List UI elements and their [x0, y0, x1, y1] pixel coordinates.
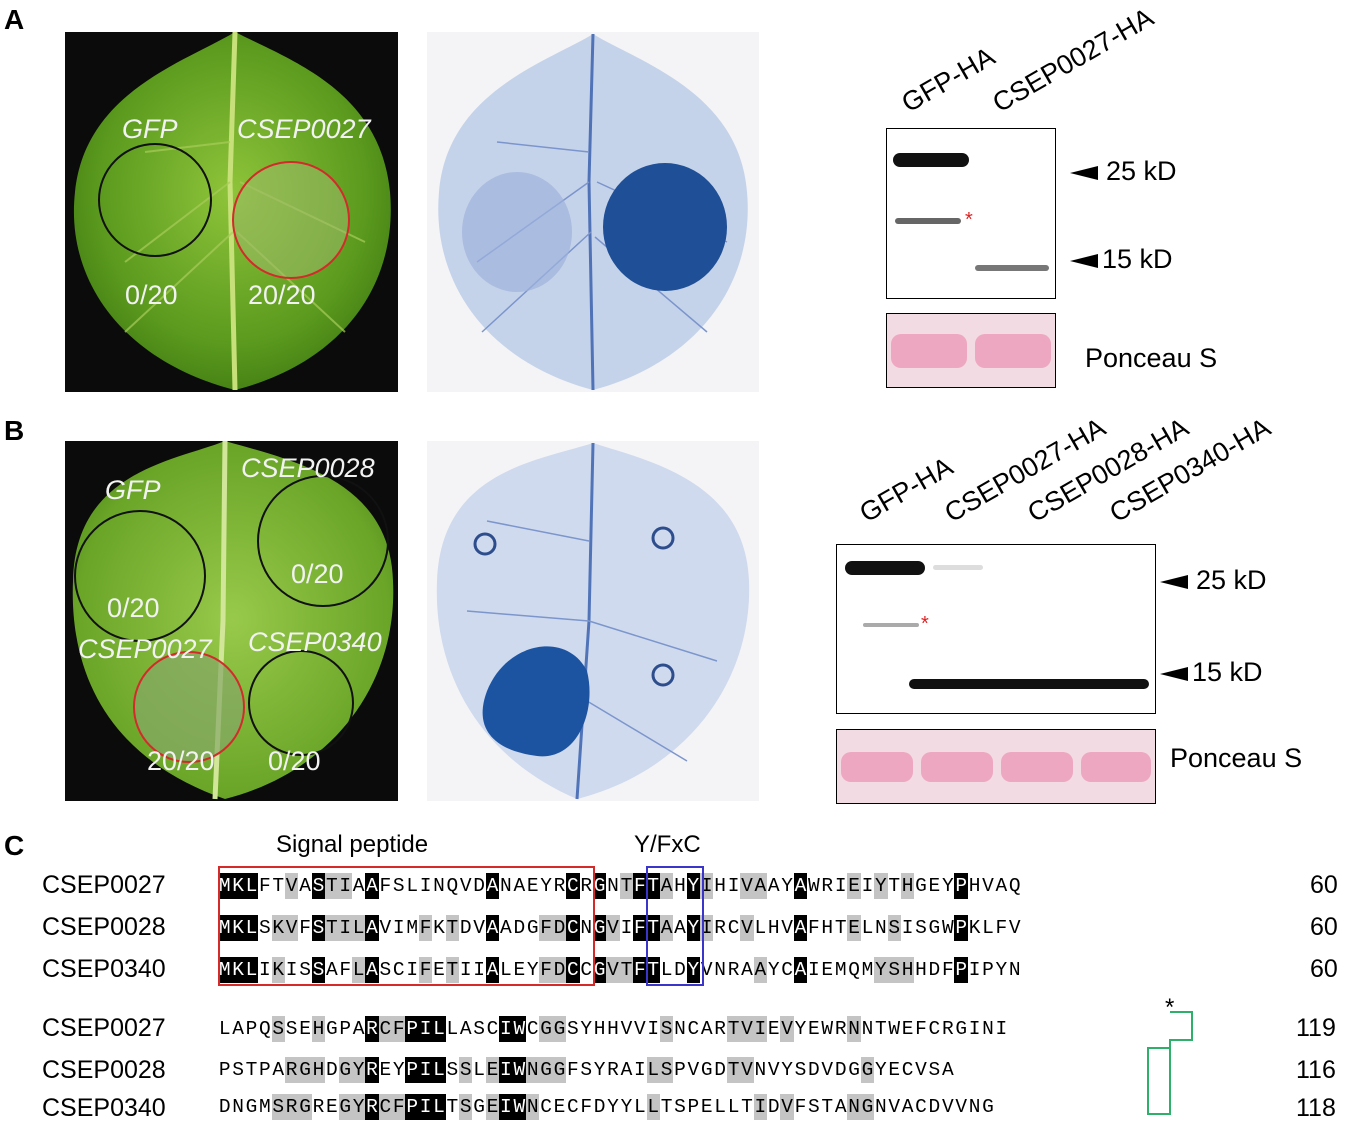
wb-a-marker-15: 15 kD: [1070, 244, 1173, 275]
wb-b-band-csep0027-faint: [933, 565, 983, 570]
leaf-b-count-csep0028: 0/20: [291, 559, 344, 589]
conserved-cys-star: *: [1165, 994, 1175, 1021]
wb-b-band-15: [909, 679, 1149, 689]
wb-a-lane-csep0027: CSEP0027-HA: [987, 2, 1159, 119]
seq-name-b1-0: CSEP0027: [42, 871, 166, 899]
leaf-b-label-csep0027: CSEP0027: [78, 634, 212, 664]
wb-a-band-csep-15: [975, 265, 1049, 271]
motif-label-yfxc: Y/FxC: [634, 831, 701, 858]
wb-a-ponceau-label: Ponceau S: [1085, 343, 1218, 373]
count-gfp: 0/20: [125, 280, 178, 310]
leaf-b-count-csep0340: 0/20: [268, 746, 321, 776]
seq-b1-2: MKLIKISSAFLASCIFETIIALEYFDCCGVTFTLDYVNRA…: [218, 957, 1021, 983]
conserved-cys-box: [1147, 1011, 1193, 1115]
wb-a-marker-25: 25 kD: [1070, 156, 1177, 187]
wb-b-lane-gfp: GFP-HA: [854, 451, 958, 529]
leaf-b-label-csep0028: CSEP0028: [241, 453, 375, 483]
seq-name-b2-1: CSEP0028: [42, 1056, 166, 1084]
seq-end-b2-2: 118: [1296, 1094, 1336, 1122]
leaf-label-gfp: GFP: [122, 114, 178, 144]
leaf-b-count-gfp: 0/20: [107, 593, 160, 623]
seq-name-b1-2: CSEP0340: [42, 955, 166, 983]
wb-b-ponceau-strip: [836, 729, 1156, 804]
panel-letter-a: A: [4, 4, 25, 35]
panel-letter-c: C: [4, 830, 25, 861]
wb-a-band-gfp-minor: [895, 218, 961, 224]
seq-end-b1-1: 60: [1310, 913, 1338, 941]
wb-a-asterisk: *: [965, 209, 973, 231]
leaf-b-count-csep0027: 20/20: [147, 746, 215, 776]
leaf-b-label-csep0340: CSEP0340: [248, 627, 382, 657]
stained-leaf-a: [427, 32, 759, 392]
panel-letter-b: B: [4, 415, 25, 446]
wb-b-ponceau-label: Ponceau S: [1170, 743, 1303, 773]
count-csep0027: 20/20: [248, 280, 316, 310]
wb-a-ponceau-strip: [886, 313, 1056, 388]
leaf-b-label-gfp: GFP: [105, 475, 161, 505]
seq-end-b1-2: 60: [1310, 955, 1338, 983]
seq-end-b2-0: 119: [1296, 1014, 1336, 1042]
stained-leaf-b: [427, 441, 759, 801]
wb-b-band-gfp-minor: [863, 623, 919, 627]
yfxc-motif-box: [646, 866, 704, 986]
leaf-photo-a: GFP CSEP0027 0/20 20/20: [65, 32, 398, 392]
seq-b1-0: MKLFTVASTIAAFSLINQVDANAEYRCRGNTFTAHYIHIV…: [218, 873, 1021, 899]
motif-label-signal-peptide: Signal peptide: [276, 831, 429, 858]
wb-b-band-gfp-25: [845, 561, 925, 575]
wb-b-marker-25: 25 kD: [1160, 565, 1267, 596]
seq-b1-1: MKLSKVFSTILAVIMFKTDVAADGFDCNGVIFTAAYIRCV…: [218, 915, 1021, 941]
seq-end-b2-1: 116: [1296, 1056, 1336, 1084]
seq-name-b2-2: CSEP0340: [42, 1094, 166, 1122]
wb-b-marker-15: 15 kD: [1160, 657, 1263, 688]
seq-b2-1: PSTPARGHDGYREYPILSSLEIWNGGFSYRAILSPVGDTV…: [218, 1057, 954, 1083]
leaf-photo-b: GFP CSEP0028 CSEP0027 CSEP0340 0/20 0/20…: [65, 441, 398, 801]
seq-end-b1-0: 60: [1310, 871, 1338, 899]
leaf-label-csep0027: CSEP0027: [237, 114, 371, 144]
wb-a-blot: *: [886, 128, 1056, 299]
wb-a-lane-gfp: GFP-HA: [896, 41, 1000, 119]
seq-name-b1-1: CSEP0028: [42, 913, 166, 941]
wb-a-band-gfp-25: [893, 153, 969, 167]
seq-b2-2: DNGMSRGREGYRCFPILTSGEIWNCECFDYYLLTSPELLT…: [218, 1094, 994, 1120]
signal-peptide-box: [218, 866, 595, 986]
wb-b-blot: *: [836, 544, 1156, 714]
wb-b-asterisk: *: [921, 613, 929, 635]
seq-b2-0: LAPQSSEHGPARCFPILLASCIWCGGSYHHVVISNCARTV…: [218, 1016, 1008, 1042]
seq-name-b2-0: CSEP0027: [42, 1014, 166, 1042]
